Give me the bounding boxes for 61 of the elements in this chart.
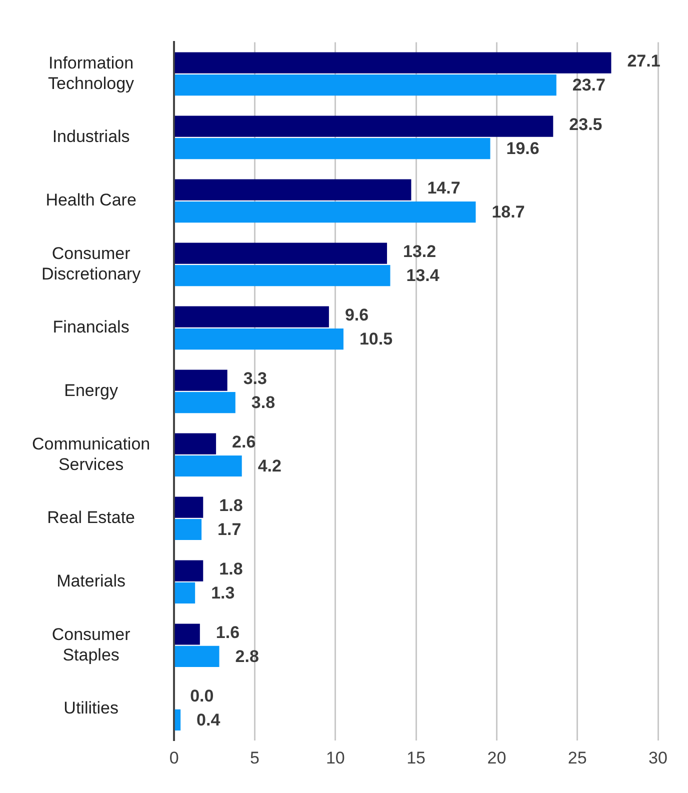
y-tick-label: Consumer Discretionary <box>41 244 142 284</box>
y-tick-label: Financials <box>52 318 130 337</box>
data-label: 10.5 <box>359 330 393 349</box>
bar <box>174 433 216 454</box>
data-label: 23.7 <box>572 76 606 95</box>
bar <box>174 264 390 286</box>
x-tick-label: 30 <box>648 748 668 768</box>
y-tick-label: Energy <box>64 381 118 400</box>
data-label: 2.8 <box>235 647 259 666</box>
bar <box>174 582 196 604</box>
y-tick-label: Health Care <box>46 190 136 210</box>
y-tick-label: Utilities <box>64 698 118 718</box>
bar <box>174 370 228 391</box>
bar <box>174 518 202 540</box>
data-label: 0.0 <box>190 686 214 706</box>
y-tick-label: Communication Services <box>32 434 150 474</box>
y-tick-label: Industrials <box>52 127 130 146</box>
data-label: 23.5 <box>569 115 602 134</box>
data-label: 14.7 <box>427 178 460 198</box>
data-label: 0.4 <box>196 710 221 730</box>
data-label: 1.8 <box>219 559 243 578</box>
data-label: 9.6 <box>344 305 369 324</box>
x-tick-label: 0 <box>169 748 179 768</box>
data-label: 13.2 <box>403 242 436 261</box>
data-label: 27.1 <box>627 52 660 71</box>
bar <box>174 328 344 350</box>
data-label: 1.3 <box>211 584 235 603</box>
x-tick-label: 10 <box>326 748 345 768</box>
bar <box>174 709 181 731</box>
x-tick-label: 15 <box>406 748 426 768</box>
data-label: 19.6 <box>506 139 540 158</box>
y-tick-label: Information Technology <box>48 53 135 93</box>
bar <box>174 624 200 645</box>
data-label: 1.6 <box>216 622 240 642</box>
bar <box>174 242 388 264</box>
x-tick-label: 5 <box>250 748 260 768</box>
y-tick-label: Real Estate <box>47 508 135 528</box>
data-label: 3.3 <box>243 368 267 388</box>
data-label: 18.7 <box>492 202 525 222</box>
bar <box>174 52 612 74</box>
y-tick-label: Consumer Staples <box>52 624 131 664</box>
bar <box>174 74 556 96</box>
y-tick-label: Materials <box>56 572 126 591</box>
x-tick-label: 25 <box>568 748 587 768</box>
bar <box>174 201 476 223</box>
bar <box>174 646 220 668</box>
x-tick-label: 20 <box>487 748 506 768</box>
bar <box>174 455 242 477</box>
bar <box>174 496 204 518</box>
bar <box>174 306 329 328</box>
data-label: 4.2 <box>258 456 282 476</box>
data-label: 1.7 <box>218 520 242 540</box>
bar <box>174 392 236 414</box>
data-label: 1.8 <box>219 496 243 515</box>
bar <box>174 560 204 582</box>
bar <box>174 116 554 137</box>
bar <box>174 138 490 160</box>
data-label: 3.8 <box>251 393 276 412</box>
data-label: 13.4 <box>406 266 440 286</box>
bar <box>174 179 412 200</box>
data-label: 2.6 <box>232 432 256 452</box>
